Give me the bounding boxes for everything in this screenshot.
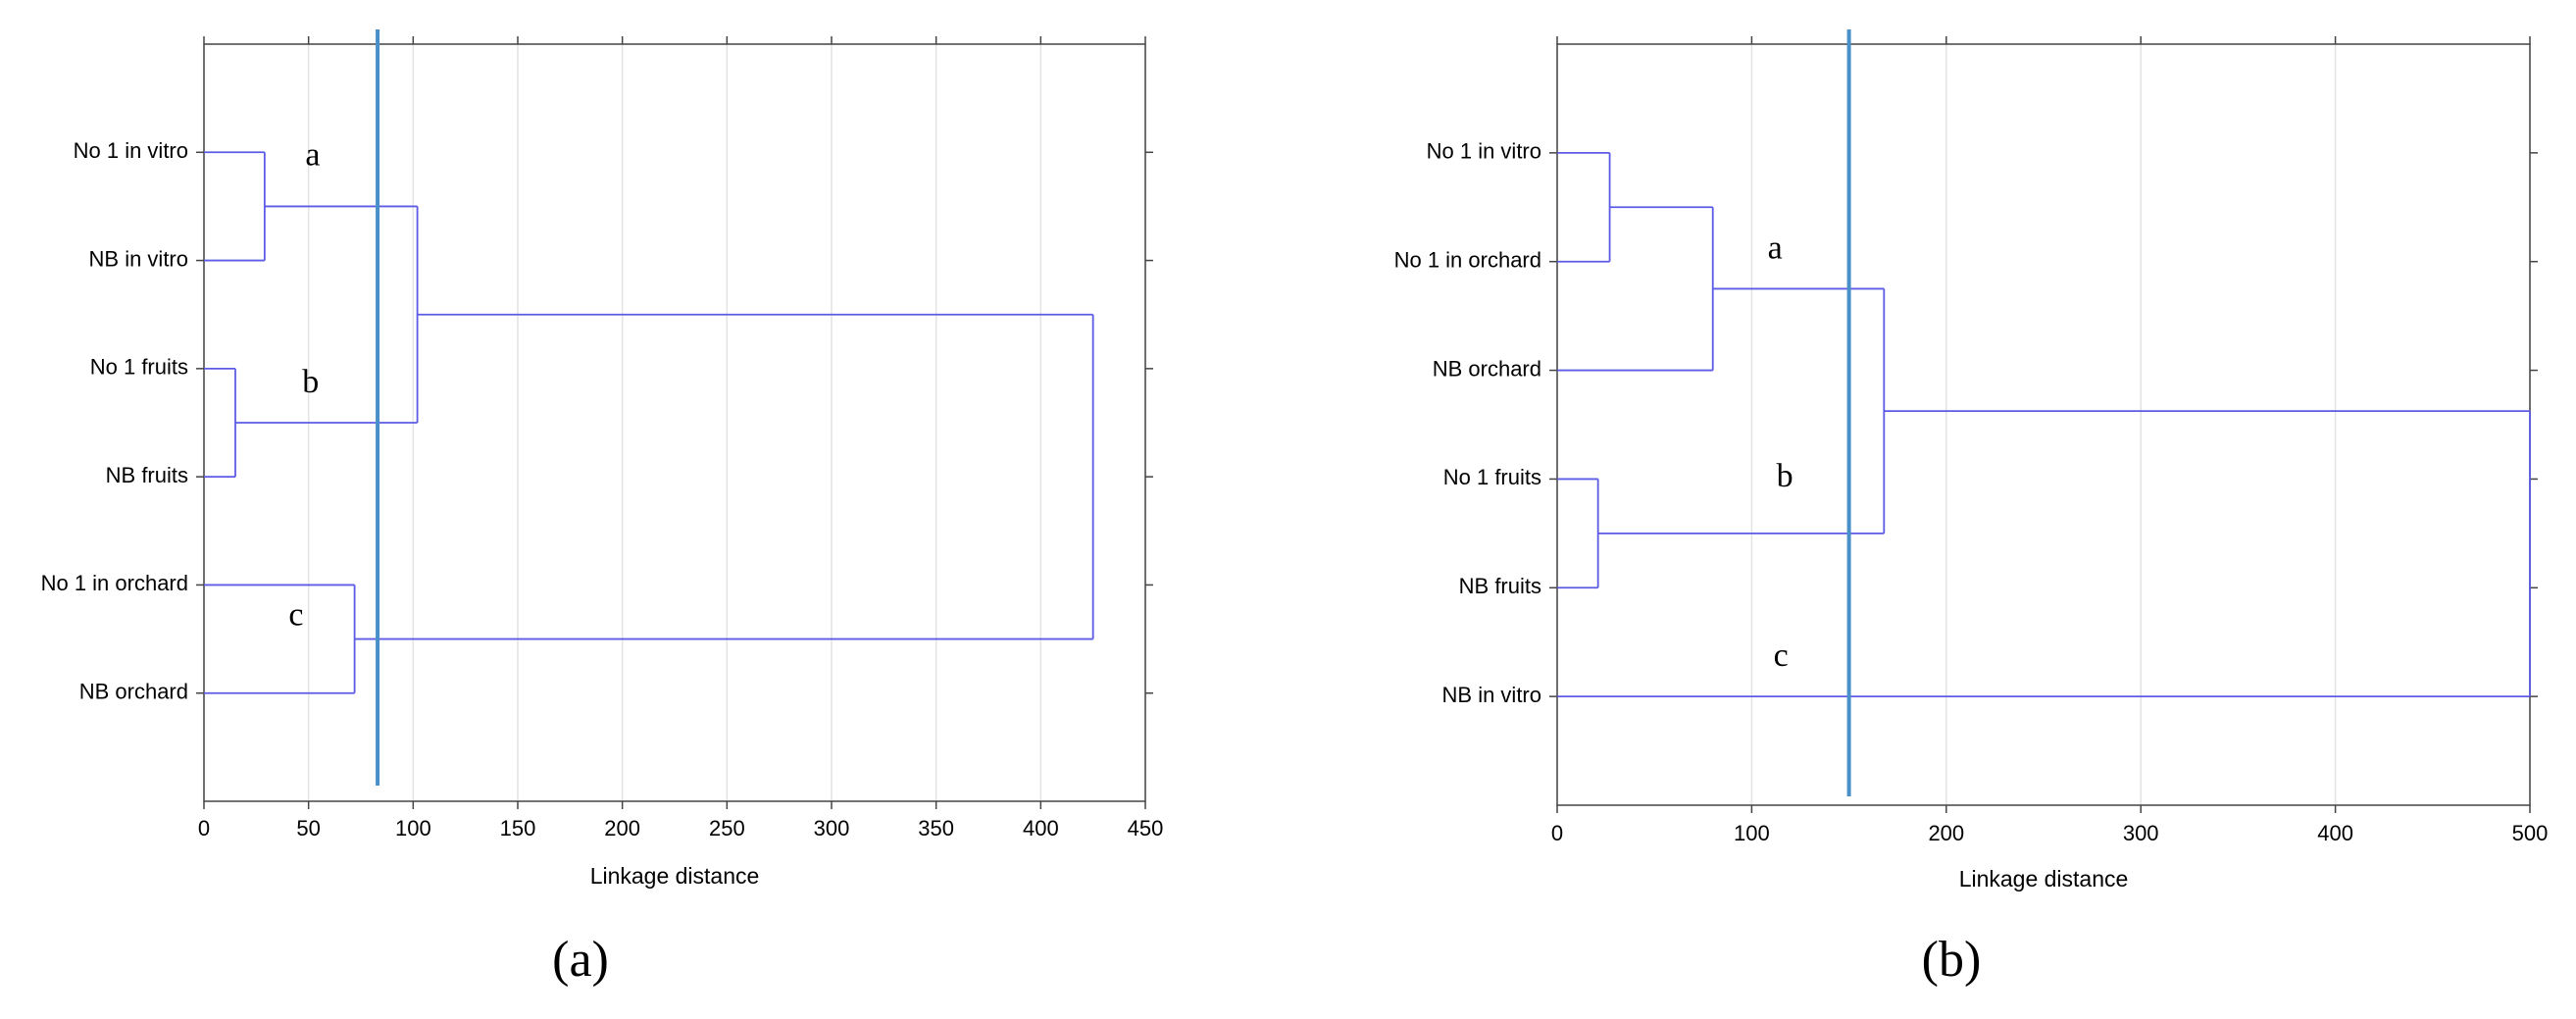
x-tick-label: 250 <box>709 816 745 841</box>
caption: (a) <box>552 932 609 988</box>
x-tick-label: 400 <box>2317 821 2353 845</box>
leaf-label: No 1 fruits <box>90 355 188 380</box>
x-tick-label: 50 <box>296 816 320 841</box>
caption: (b) <box>1922 932 1982 988</box>
group-label: b <box>302 364 319 400</box>
group-label: a <box>305 137 320 174</box>
leaf-label: No 1 in orchard <box>41 571 188 595</box>
x-tick-label: 200 <box>604 816 640 841</box>
x-tick-label: 450 <box>1128 816 1164 841</box>
plot-frame <box>203 43 1146 802</box>
leaf-label: NB fruits <box>106 463 188 487</box>
x-tick-label: 300 <box>814 816 850 841</box>
leaf-label: No 1 in orchard <box>1394 248 1541 273</box>
leaf-label: No 1 in vitro <box>1427 139 1541 164</box>
x-tick-label: 350 <box>918 816 954 841</box>
leaf-label: No 1 in vitro <box>74 138 188 163</box>
leaf-label: NB in vitro <box>1442 683 1541 707</box>
leaf-label: NB orchard <box>79 680 188 704</box>
leaf-label: NB orchard <box>1433 356 1541 381</box>
leaf-label: NB fruits <box>1459 574 1541 598</box>
x-tick-label: 100 <box>1734 821 1770 845</box>
x-axis-label: Linkage distance <box>1959 866 2129 892</box>
x-tick-label: 500 <box>2512 821 2549 845</box>
x-tick-label: 0 <box>198 816 210 841</box>
x-tick-label: 100 <box>395 816 431 841</box>
x-tick-label: 150 <box>500 816 536 841</box>
x-tick-label: 200 <box>1928 821 1964 845</box>
x-tick-label: 300 <box>2123 821 2159 845</box>
x-tick-label: 400 <box>1023 816 1059 841</box>
group-label: b <box>1777 458 1793 494</box>
plot-frame <box>1556 43 2531 806</box>
leaf-label: No 1 fruits <box>1443 465 1541 489</box>
leaf-label: NB in vitro <box>89 246 188 271</box>
group-label: c <box>288 596 303 633</box>
group-label: c <box>1774 637 1789 674</box>
group-label: a <box>1768 229 1783 266</box>
x-tick-label: 0 <box>1551 821 1563 845</box>
x-axis-label: Linkage distance <box>590 863 760 889</box>
